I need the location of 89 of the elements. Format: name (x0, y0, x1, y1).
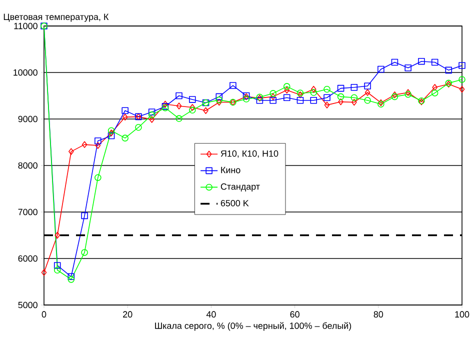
point (81, 212, 88, 220)
x-tick-label: 100 (455, 311, 470, 318)
point (338, 98, 344, 106)
point (176, 102, 182, 110)
legend-label: Кино (221, 166, 240, 174)
point (54, 262, 61, 269)
point (216, 98, 222, 106)
point (310, 89, 317, 96)
point (95, 142, 101, 149)
y-tick-label: 11000 (14, 22, 38, 30)
point (122, 114, 128, 121)
x-axis-title: Шкала серого, % (0% – черный, 100% – белый) (155, 322, 352, 331)
point (230, 82, 236, 89)
y-tick-label: 6000 (18, 255, 38, 262)
point (350, 84, 358, 91)
point (54, 266, 61, 274)
legend-label: Стандарт (220, 183, 260, 192)
point (41, 269, 47, 276)
point (283, 94, 290, 101)
point (108, 132, 115, 140)
point (135, 124, 142, 131)
point (404, 64, 412, 72)
point (270, 93, 276, 100)
x-tick-label: 40 (206, 311, 216, 318)
point (216, 93, 223, 100)
point (162, 100, 168, 108)
point (149, 116, 154, 123)
point (68, 276, 75, 283)
point (94, 174, 102, 181)
point (189, 106, 196, 114)
point (431, 90, 438, 96)
point (337, 84, 344, 92)
point (364, 82, 371, 90)
x-tick-label: 20 (123, 311, 132, 318)
y-tick-label: 5000 (18, 302, 38, 308)
point (418, 58, 425, 65)
y-tick-label: 7000 (18, 208, 38, 216)
point (431, 58, 438, 66)
point (364, 89, 370, 96)
point (68, 273, 75, 280)
point (458, 62, 466, 69)
point (190, 104, 196, 111)
point (216, 96, 223, 104)
point (378, 66, 384, 73)
legend-label: 6500 K (220, 200, 249, 206)
point (122, 107, 128, 114)
point (68, 148, 74, 155)
y-tick-label: 10000 (14, 69, 38, 76)
point (458, 76, 466, 83)
point (324, 94, 330, 101)
point (284, 86, 290, 94)
point (189, 96, 196, 103)
point (82, 141, 88, 148)
x-tick-label: 60 (290, 311, 300, 318)
y-tick-label: 9000 (18, 116, 38, 122)
point (337, 93, 344, 100)
point (324, 86, 330, 93)
point (54, 232, 60, 239)
point (364, 97, 371, 104)
point (122, 134, 128, 142)
point (296, 97, 304, 104)
x-tick-label: 0 (42, 311, 46, 318)
point (432, 84, 438, 91)
point (242, 96, 250, 102)
point (391, 58, 398, 66)
point (148, 111, 156, 118)
point (310, 86, 316, 93)
point (94, 137, 102, 144)
point (203, 107, 208, 114)
point (459, 86, 465, 93)
point (283, 83, 290, 90)
point (176, 92, 182, 100)
point (256, 97, 264, 104)
point (176, 115, 182, 122)
point (310, 97, 317, 104)
point (445, 66, 452, 74)
point (324, 102, 330, 108)
point (148, 108, 156, 116)
x-tick-label: 80 (374, 311, 384, 318)
point (350, 94, 358, 101)
point (270, 90, 276, 97)
legend-label: Я10, К10, Н10 (220, 150, 278, 158)
y-tick-label: 8000 (18, 162, 38, 169)
y-axis-title: Цветовая температура, К (4, 14, 109, 22)
point (352, 98, 357, 106)
point (108, 127, 115, 134)
point (108, 130, 114, 136)
point (81, 249, 88, 256)
point (270, 97, 276, 104)
